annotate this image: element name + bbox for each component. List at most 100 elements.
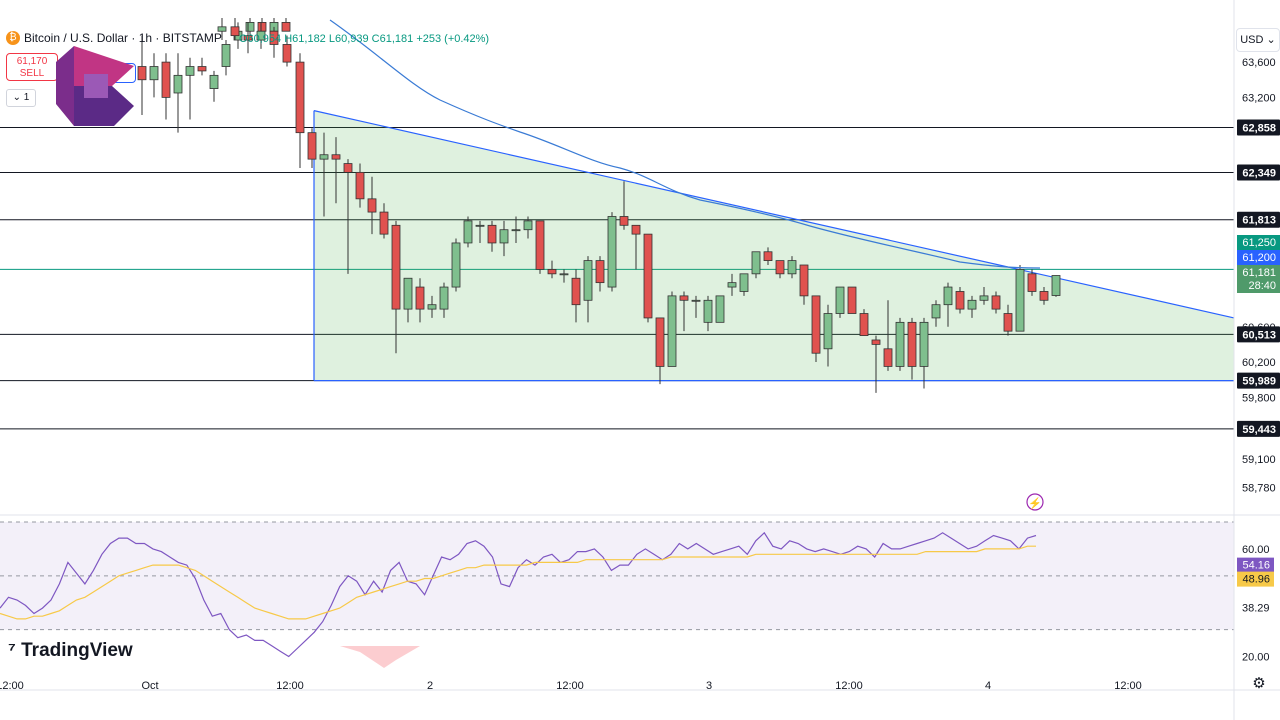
rsi-tick-label: 60.00: [1242, 544, 1270, 556]
candle-body: [307, 132, 317, 160]
candle-body: [559, 273, 569, 276]
gear-icon[interactable]: ⚙: [1252, 675, 1266, 692]
candle-body: [209, 74, 219, 89]
candle: [847, 286, 857, 314]
candle: [343, 159, 353, 274]
candle: [173, 53, 183, 133]
candle-body: [979, 295, 989, 301]
candle: [161, 53, 171, 120]
candle-body: [427, 304, 437, 310]
tradingview-label: TradingView: [21, 640, 133, 661]
candle: [775, 260, 785, 279]
y-tick-label: 59,100: [1242, 454, 1276, 466]
candle-body: [355, 171, 365, 200]
candle: [691, 295, 701, 318]
candle: [1015, 265, 1025, 332]
candle: [367, 176, 377, 235]
candle-body: [217, 26, 227, 32]
moving-average-line: [329, 19, 1041, 269]
level-badge: [1237, 420, 1280, 437]
candle: [475, 220, 485, 243]
candle: [751, 251, 761, 279]
candle-body: [547, 269, 557, 275]
candle-body: [403, 277, 413, 310]
candle: [217, 18, 227, 41]
candle: [209, 70, 219, 102]
candle: [643, 233, 653, 323]
candle-body: [727, 282, 737, 288]
candle: [379, 203, 389, 239]
candle-body: [667, 295, 677, 367]
quantity-selector[interactable]: ⌄ 1: [6, 89, 36, 107]
candle-body: [487, 224, 497, 244]
candle-body: [655, 317, 665, 367]
candle-body: [463, 220, 473, 244]
x-tick-label: 3: [706, 680, 712, 692]
candle-body: [245, 22, 255, 32]
candle-body: [367, 198, 377, 213]
candle: [619, 181, 629, 230]
candle: [991, 291, 1001, 314]
x-tick-label: 12:00: [556, 680, 584, 692]
candle: [415, 278, 425, 323]
candle-body: [619, 216, 629, 226]
candle: [451, 238, 461, 292]
candle-body: [511, 229, 521, 232]
candle: [1003, 304, 1013, 336]
candle: [955, 287, 965, 314]
candle: [1051, 275, 1061, 297]
rsi-badge-label: 54.16: [1242, 560, 1270, 572]
candle: [823, 304, 833, 367]
rsi-badge: [1237, 571, 1274, 587]
lightning-icon[interactable]: [1026, 493, 1044, 511]
candle: [871, 335, 881, 393]
candle-body: [643, 233, 653, 319]
candle-body: [1051, 275, 1061, 296]
candle: [787, 256, 797, 279]
triangle-upper-trendline[interactable]: [313, 110, 1235, 319]
candle: [667, 291, 677, 367]
candle-body: [475, 224, 485, 227]
candle-body: [811, 295, 821, 354]
x-tick-label: Oct: [141, 680, 158, 692]
candle: [835, 286, 845, 318]
candle: [499, 220, 509, 257]
y-tick-label: 60,200: [1242, 357, 1276, 369]
candle-body: [739, 273, 749, 292]
candle-body: [331, 154, 341, 160]
candle-body: [883, 348, 893, 367]
candle: [295, 53, 305, 168]
symbol-title[interactable]: Bitcoin / U.S. Dollar · 1h · BITSTAMP: [24, 31, 222, 45]
candle-body: [243, 35, 253, 41]
candle: [391, 220, 401, 354]
level-badge: [1237, 211, 1280, 228]
candle-body: [523, 220, 533, 231]
candle: [859, 309, 869, 336]
rsi-tick-label: 38.29: [1242, 602, 1270, 614]
candle: [655, 317, 665, 385]
price-badge-label: 28:40: [1248, 280, 1276, 292]
candle-body: [787, 260, 797, 275]
candle: [919, 317, 929, 389]
candle-body: [439, 286, 449, 310]
candle-body: [161, 61, 171, 98]
sell-button[interactable]: 61,170 SELL: [6, 53, 58, 81]
candle-body: [943, 286, 953, 306]
candle: [197, 57, 207, 76]
currency-selector[interactable]: USD ⌄: [1236, 28, 1280, 52]
price-badge: [1237, 250, 1280, 265]
candle: [715, 295, 725, 323]
candle: [583, 256, 593, 323]
candle: [595, 256, 605, 292]
candle: [463, 216, 473, 248]
candle: [269, 26, 279, 58]
price-badge: [1237, 235, 1280, 250]
y-tick-label: 58,780: [1242, 482, 1276, 494]
candle-body: [391, 224, 401, 310]
candle-body: [137, 66, 147, 81]
rsi-badge-label: 48.96: [1242, 574, 1270, 586]
candle-body: [343, 163, 353, 173]
candle: [185, 57, 195, 120]
candle-body: [871, 339, 881, 345]
